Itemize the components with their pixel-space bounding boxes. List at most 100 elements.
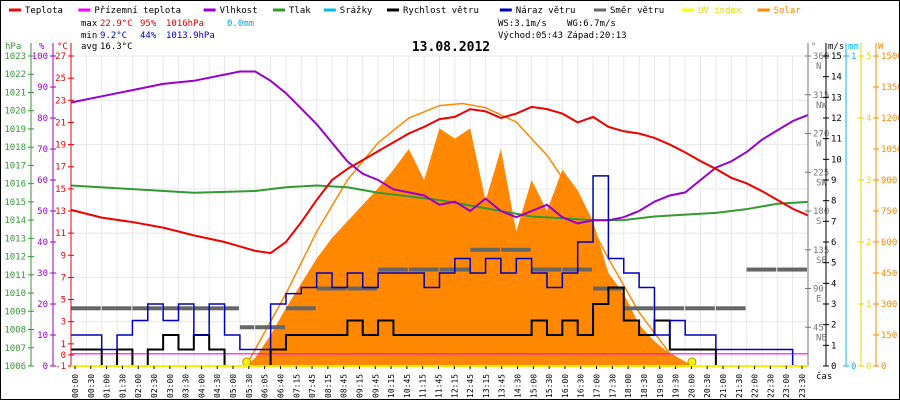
x-tick-label: 17:30	[608, 374, 617, 398]
x-tick-label: 02:30	[150, 374, 159, 398]
x-tick-label: 20:30	[703, 374, 712, 398]
axis-tick-label-humidity: 0	[43, 362, 48, 372]
axis-tick-label-wind: 5	[831, 259, 836, 269]
x-tick-label: 21:00	[719, 374, 728, 398]
x-tick-label: 23:30	[798, 374, 807, 398]
x-tick-label: 12:45	[466, 374, 475, 398]
legend-item: Směr větru	[610, 6, 664, 16]
legend-item: Teplota	[25, 6, 63, 16]
series-solar-max-line	[245, 102, 692, 367]
stats-min-label: min	[81, 31, 97, 41]
series-n-raz-v-tru	[71, 175, 808, 367]
axis-tick-label-wind: 8	[831, 197, 836, 207]
axis-tick-label-solar: 1350	[881, 83, 899, 93]
axis-tick-label-wind: 13	[831, 93, 842, 103]
axis-unit-temperature: °C	[57, 42, 68, 52]
axis-tick-label-temperature: 7	[61, 273, 66, 283]
axis-tick-label-uv: 2	[866, 238, 871, 248]
axis-tick-label-pressure: 1019	[4, 125, 26, 135]
sunset-marker	[687, 357, 697, 367]
axis-tick-label-humidity: 40	[37, 238, 48, 248]
x-tick-label: 03:00	[166, 374, 175, 398]
axis-tick-label-humidity: 20	[37, 300, 48, 310]
x-tick-label: 01:00	[103, 374, 112, 398]
x-tick-label: 13:45	[498, 374, 507, 398]
x-tick-label: 06:05	[261, 374, 270, 398]
axis-tick-label-wind: 10	[831, 155, 842, 165]
wind-direction-mark	[470, 247, 500, 252]
x-tick-label: 19:00	[656, 374, 665, 398]
x-tick-label: 08:15	[324, 374, 333, 398]
axis-tick-dir-direction: SW	[816, 178, 827, 188]
axis-tick-label-uv: 4	[866, 114, 871, 124]
axis-tick-label-direction: 315	[813, 91, 829, 101]
axis-tick-label-direction: 270	[813, 130, 829, 140]
axis-tick-label-pressure: 1020	[4, 107, 26, 117]
axis-unit-humidity: %	[39, 42, 45, 52]
x-tick-label: 09:15	[355, 374, 364, 398]
wind-direction-mark	[654, 306, 685, 311]
axis-tick-label-direction: 90	[813, 285, 824, 295]
axis-tick-label-wind: 2	[831, 321, 836, 331]
axis-tick-label-solar: 1050	[881, 145, 899, 155]
axis-tick-label-wind: 9	[831, 176, 836, 186]
axis-tick-label-wind: 0	[831, 362, 836, 372]
stats-sunset: Západ:20:13	[567, 31, 627, 41]
axes: hPa1023102210211020101910181017101610151…	[4, 42, 900, 398]
axis-tick-label-temperature: 23	[55, 96, 66, 106]
x-tick-label: 04:30	[213, 374, 222, 398]
axis-tick-label-pressure: 1015	[4, 198, 26, 208]
x-tick-label: 20:00	[687, 374, 696, 398]
axis-tick-label-solar: 900	[881, 176, 897, 186]
wind-direction-mark	[777, 267, 807, 272]
wind-direction-mark	[239, 325, 255, 330]
stats-max-label: max	[81, 19, 98, 29]
axis-tick-label-solar: 1200	[881, 114, 899, 124]
axis-tick-label-pressure: 1013	[4, 234, 26, 244]
axis-tick-label-humidity: 100	[32, 52, 48, 62]
axis-tick-label-pressure: 1007	[4, 344, 26, 354]
axis-tick-label-temperature: 0	[61, 351, 66, 361]
axis-tick-label-rain: 0	[851, 362, 856, 372]
stats-avg-temp: 16.3°C	[100, 42, 133, 52]
axis-unit-pressure: hPa	[5, 42, 21, 52]
wind-direction-mark	[347, 286, 378, 291]
legend-item: Přízemní teplota	[94, 6, 181, 16]
stats-min-temp: 9.2°C	[100, 31, 127, 41]
x-tick-label: 07:45	[308, 374, 317, 398]
axis-tick-label-solar: 300	[881, 300, 897, 310]
wind-direction-mark	[623, 306, 654, 311]
stats-avg-label: avg	[81, 42, 97, 52]
wind-direction-mark	[746, 267, 777, 272]
x-tick-label: 05:30	[245, 374, 254, 398]
axis-tick-label-wind: 4	[831, 279, 836, 289]
axis-tick-label-wind: 6	[831, 238, 836, 248]
axis-tick-label-humidity: 90	[37, 83, 48, 93]
axis-tick-label-pressure: 1018	[4, 143, 26, 153]
axis-tick-label-humidity: 60	[37, 176, 48, 186]
axis-unit-direction: °	[811, 42, 816, 52]
axis-tick-dir-direction: NE	[816, 333, 827, 343]
axis-tick-label-direction: 360	[813, 52, 829, 62]
stats-min-press: 1013.9hPa	[166, 31, 215, 41]
axis-tick-label-pressure: 1011	[4, 271, 26, 281]
axis-tick-label-pressure: 1014	[4, 216, 26, 226]
axis-tick-label-wind: 3	[831, 300, 836, 310]
legend-item: Rychlost větru	[403, 6, 479, 16]
axis-tick-dir-direction: S	[816, 217, 821, 227]
legend: Teplota Přízemní teplota Vlhkost Tlak Srážky…	[9, 6, 801, 16]
x-tick-label: 00:00	[71, 374, 80, 398]
stats-max-rain: 0.0mm	[227, 19, 254, 29]
axis-tick-label-solar: 150	[881, 331, 897, 341]
stats-sunrise: Východ:05:43	[498, 31, 563, 41]
axis-tick-label-pressure: 1017	[4, 161, 26, 171]
axis-tick-label-temperature: 27	[55, 52, 66, 62]
axis-tick-label-wind: 14	[831, 73, 842, 83]
axis-tick-label-temperature: 21	[55, 118, 66, 128]
axis-tick-label-temperature: 19	[55, 141, 66, 151]
stats-block: max 22.9°C 95% 1016hPa 0.0mm min 9.2°C 4…	[81, 19, 627, 52]
axis-tick-label-rain: 1	[851, 52, 856, 62]
legend-item: Tlak	[289, 6, 311, 16]
axis-tick-label-wind: 15	[831, 52, 842, 62]
